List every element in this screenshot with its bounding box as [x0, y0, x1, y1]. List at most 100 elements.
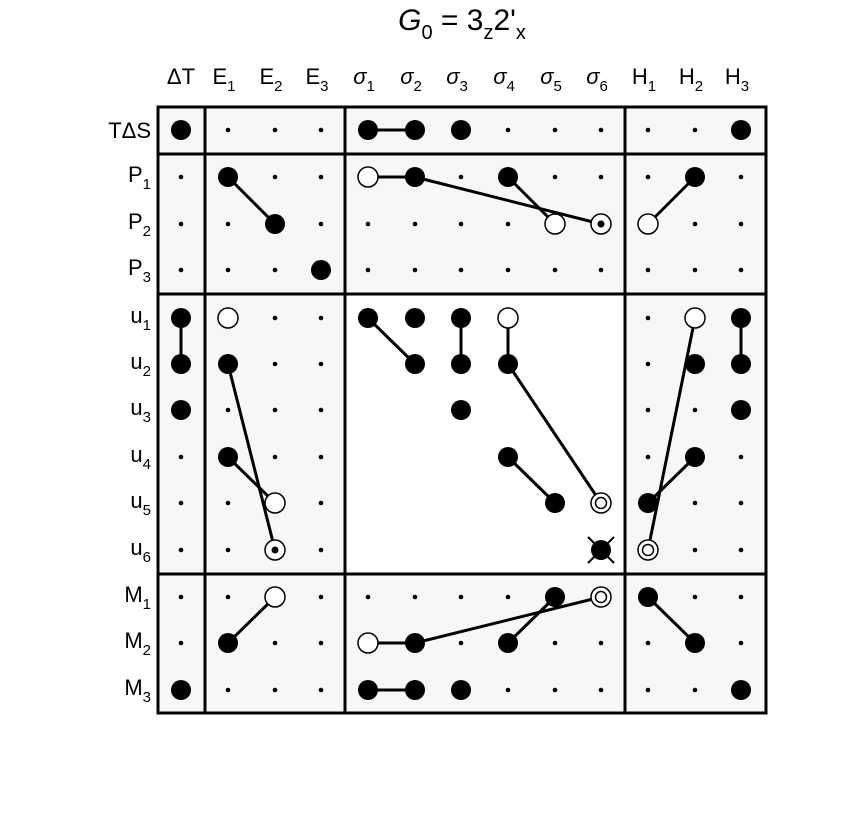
marker-r8-c12-dot [738, 500, 744, 506]
connection-line-1 [226, 175, 277, 226]
marker-r10-c9-double-ring [590, 586, 612, 608]
marker-r4-c7-open [497, 307, 519, 329]
row-label-10: M1 [124, 582, 151, 613]
diagram-title: G0 = 3z2'x [398, 4, 526, 44]
marker-r0-c7-dot [505, 127, 511, 133]
marker-r6-c3-dot [318, 407, 324, 413]
marker-r0-c11-dot [692, 127, 698, 133]
marker-r10-c0-dot [178, 594, 184, 600]
marker-r12-c4-filled [358, 680, 378, 700]
marker-r0-c10-dot [645, 127, 651, 133]
marker-r0-c8-dot [552, 127, 558, 133]
marker-r12-c10-dot [645, 687, 651, 693]
column-label-5: σ2 [400, 64, 422, 95]
marker-r5-c3-dot [318, 361, 324, 367]
marker-r4-c5-filled [405, 308, 425, 328]
column-label-0: ΔT [167, 64, 195, 89]
matrix-markers [171, 120, 751, 700]
marker-r10-c6-dot [458, 594, 464, 600]
marker-r2-c7-dot [505, 221, 511, 227]
marker-r8-c11-dot [692, 500, 698, 506]
connection-line-17 [226, 595, 277, 645]
marker-r3-c10-dot [645, 267, 651, 273]
marker-r7-c11-filled [685, 447, 705, 467]
column-label-4: σ1 [353, 64, 375, 95]
marker-r2-c3-dot [318, 221, 324, 227]
connection-line-15 [506, 455, 557, 505]
marker-r4-c1-open [217, 307, 239, 329]
marker-r7-c3-dot [318, 454, 324, 460]
column-labels: ΔT E1 E2 E3 σ1 σ2 σ3 σ4 σ5 σ6 H1 H2 H3 [167, 64, 749, 95]
marker-r10-c1-dot [225, 594, 231, 600]
diagram-title-text: G0 = 3z2'x [398, 4, 526, 44]
marker-r1-c10-dot [645, 174, 651, 180]
marker-r1-c0-dot [178, 174, 184, 180]
marker-r3-c5-dot [412, 267, 418, 273]
marker-r9-c11-dot [692, 547, 698, 553]
row-label-9: u6 [130, 535, 151, 566]
marker-r7-c12-dot [738, 454, 744, 460]
marker-r4-c4-filled [358, 308, 378, 328]
marker-r1-c12-dot [738, 174, 744, 180]
column-label-1: E1 [212, 64, 235, 95]
marker-r1-c6-dot [458, 174, 464, 180]
marker-r11-c12-dot [738, 640, 744, 646]
marker-r12-c12-filled [731, 680, 751, 700]
marker-r11-c3-dot [318, 640, 324, 646]
marker-r1-c8-dot [552, 174, 558, 180]
marker-r4-c3-dot [318, 315, 324, 321]
marker-r5-c10-dot [645, 361, 651, 367]
marker-r5-c5-filled [405, 354, 425, 374]
marker-r11-c9-dot [598, 640, 604, 646]
marker-r7-c10-dot [645, 454, 651, 460]
marker-r1-c9-dot [598, 174, 604, 180]
row-label-6: u3 [130, 395, 151, 426]
marker-r8-c8-filled [545, 493, 565, 513]
marker-r9-c0-dot [178, 547, 184, 553]
row-label-2: P2 [128, 209, 151, 240]
marker-r6-c0-filled [171, 400, 191, 420]
marker-r2-c6-dot [458, 221, 464, 227]
marker-r12-c5-filled [405, 680, 425, 700]
marker-r12-c0-filled [171, 680, 191, 700]
column-label-7: σ4 [493, 64, 515, 95]
marker-r11-c6-dot [458, 640, 464, 646]
marker-r4-c2-dot [272, 315, 278, 321]
marker-r4-c11-open [684, 307, 706, 329]
column-label-9: σ6 [586, 64, 608, 95]
marker-r2-c4-dot [365, 221, 371, 227]
marker-r2-c2-filled [265, 214, 285, 234]
marker-r8-c2-open [264, 492, 286, 514]
marker-r7-c0-dot [178, 454, 184, 460]
column-label-2: E2 [259, 64, 282, 95]
connection-line-18 [506, 595, 557, 645]
marker-r11-c0-dot [178, 640, 184, 646]
connection-line-5 [646, 175, 697, 226]
marker-r3-c6-dot [458, 267, 464, 273]
marker-r9-c2-dotted [264, 539, 286, 561]
column-label-12: H3 [725, 64, 749, 95]
marker-r3-c8-dot [552, 267, 558, 273]
row-label-8: u5 [130, 488, 151, 519]
marker-r12-c8-dot [552, 687, 558, 693]
connection-line-13 [226, 363, 277, 551]
marker-r8-c9-double-ring [590, 492, 612, 514]
marker-r3-c11-dot [692, 267, 698, 273]
marker-r0-c1-dot [225, 127, 231, 133]
connection-line-3 [414, 175, 602, 226]
marker-r4-c10-dot [645, 315, 651, 321]
row-label-11: M2 [124, 628, 151, 659]
marker-r3-c3-filled [311, 260, 331, 280]
marker-r2-c5-dot [412, 221, 418, 227]
marker-r2-c10-open [637, 213, 659, 235]
marker-r4-c6-filled [451, 308, 471, 328]
row-labels: TΔS P1 P2 P3 u1 u2 u3 u4 u5 u6 M1 M2 M3 [108, 118, 151, 706]
marker-r8-c1-dot [225, 500, 231, 506]
column-label-10: H1 [632, 64, 656, 95]
marker-r12-c11-dot [692, 687, 698, 693]
connection-line-14 [226, 455, 277, 505]
marker-r6-c6-filled [451, 400, 471, 420]
marker-r2-c11-dot [692, 221, 698, 227]
